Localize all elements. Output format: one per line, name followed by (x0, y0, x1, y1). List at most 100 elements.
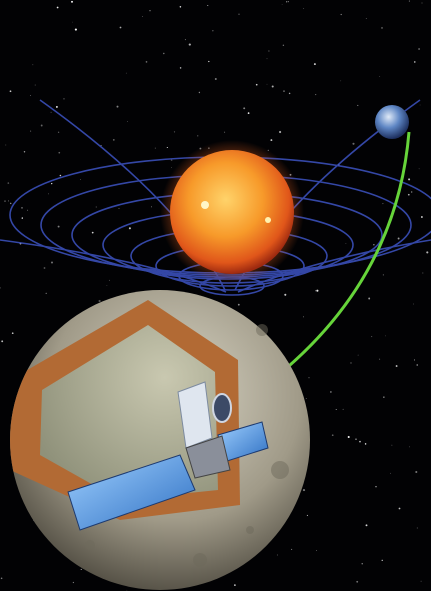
star (188, 43, 191, 46)
star (383, 396, 385, 398)
star (419, 104, 421, 106)
star (179, 6, 182, 8)
star (283, 90, 285, 92)
star (345, 243, 347, 244)
star (43, 267, 46, 269)
star (364, 443, 367, 445)
star (72, 581, 75, 584)
solar-panel (67, 454, 196, 531)
star (9, 202, 12, 205)
star (21, 207, 23, 209)
star (95, 206, 97, 208)
star (212, 30, 214, 32)
star (381, 559, 383, 561)
star (303, 316, 304, 318)
star (395, 365, 398, 367)
star (170, 159, 173, 161)
star (106, 285, 108, 286)
star (420, 580, 422, 582)
star (55, 105, 58, 108)
star (357, 354, 359, 356)
star (116, 105, 119, 108)
star (74, 28, 77, 31)
star (4, 200, 6, 202)
star (234, 584, 236, 586)
star (0, 287, 1, 289)
star (426, 251, 429, 254)
spacecraft (67, 381, 269, 531)
star (391, 444, 393, 446)
star (112, 139, 115, 141)
star (126, 589, 128, 591)
star (284, 293, 287, 296)
star (34, 84, 36, 86)
star (50, 261, 54, 264)
star (91, 231, 94, 234)
star (286, 1, 288, 3)
star (352, 142, 355, 145)
star (21, 217, 23, 219)
star (72, 21, 74, 23)
star (385, 335, 386, 337)
star (313, 63, 316, 66)
star (0, 577, 3, 580)
star (51, 182, 53, 185)
star (382, 203, 384, 205)
solar-flare (265, 217, 271, 223)
star (407, 193, 410, 196)
star (27, 209, 29, 211)
star (422, 272, 424, 274)
star (23, 151, 26, 153)
star (48, 193, 49, 195)
star (98, 299, 101, 303)
star (361, 563, 363, 565)
star (173, 131, 176, 133)
star (379, 76, 381, 77)
star (271, 85, 274, 88)
star (414, 61, 416, 63)
star (357, 104, 359, 106)
star (32, 64, 34, 66)
star (330, 391, 332, 393)
antenna (212, 393, 232, 423)
core (40, 325, 218, 500)
star (281, 4, 283, 5)
star (365, 18, 367, 19)
star (379, 358, 381, 360)
star (208, 60, 210, 63)
star (418, 48, 421, 50)
star (179, 67, 182, 69)
star (125, 72, 127, 74)
star (127, 121, 128, 122)
star (1, 340, 4, 343)
star (306, 514, 308, 516)
star (416, 364, 418, 366)
star (411, 191, 413, 193)
star (335, 409, 337, 411)
star (390, 472, 391, 474)
star (145, 61, 148, 63)
star (7, 200, 9, 202)
star (316, 289, 319, 292)
star (108, 279, 110, 281)
star (224, 131, 226, 133)
star (288, 92, 291, 95)
star (11, 332, 14, 335)
star (237, 303, 240, 306)
star (308, 377, 310, 379)
star (287, 1, 289, 3)
star (56, 6, 59, 9)
star (151, 206, 152, 208)
star (58, 151, 61, 154)
star (247, 112, 250, 114)
star (421, 2, 423, 4)
star (270, 139, 273, 142)
star (57, 131, 60, 133)
star (255, 83, 258, 86)
star (375, 486, 377, 488)
star (71, 0, 73, 3)
sun (170, 150, 294, 274)
star (268, 50, 270, 52)
star (5, 144, 7, 146)
